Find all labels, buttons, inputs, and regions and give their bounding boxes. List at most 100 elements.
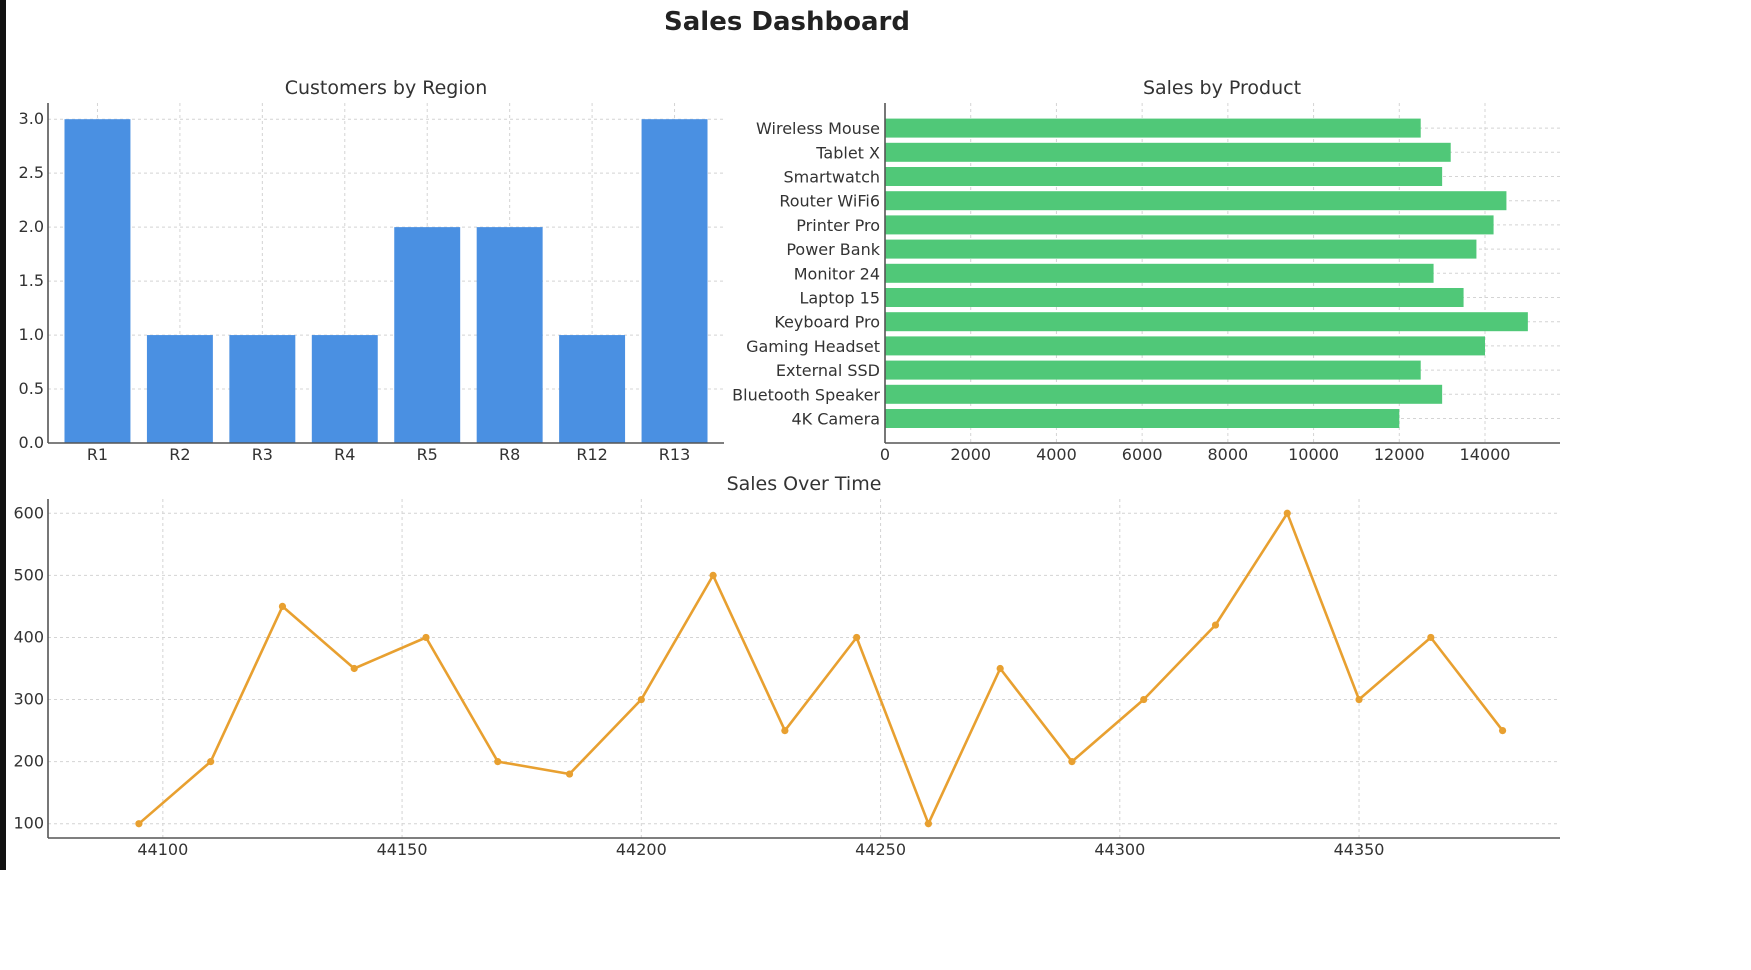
- customers-bar-r2: [146, 335, 213, 443]
- customers-x-tick-label: R8: [499, 445, 520, 464]
- timeline-y-tick-label: 300: [13, 690, 44, 709]
- products-x-tick-label: 10000: [1288, 445, 1339, 464]
- products-bar-gaming-headset: [885, 336, 1485, 356]
- customers-y-tick-label: 2.5: [19, 163, 44, 182]
- timeline-point: [1355, 695, 1363, 704]
- products-bar-keyboard-pro: [885, 312, 1528, 332]
- customers-y-tick-label: 2.0: [19, 217, 44, 236]
- customers-x-tick-label: R1: [87, 445, 108, 464]
- timeline-y-tick-label: 400: [13, 627, 44, 646]
- products-x-tick-label: 4000: [1036, 445, 1077, 464]
- customers-chart-title: Customers by Region: [285, 77, 488, 99]
- timeline-x-tick-label: 44250: [855, 840, 906, 859]
- products-bar-external-ssd: [885, 360, 1421, 380]
- customers-x-tick-label: R4: [334, 445, 355, 464]
- timeline-point: [996, 664, 1004, 673]
- timeline-y-tick-label: 500: [13, 565, 44, 584]
- timeline-chart-title: Sales Over Time: [727, 473, 882, 495]
- products-x-tick-label: 8000: [1207, 445, 1248, 464]
- timeline-point: [350, 664, 358, 673]
- timeline-point: [565, 770, 574, 778]
- products-x-tick-label: 0: [880, 445, 890, 464]
- products-bar-bluetooth-speaker: [885, 384, 1443, 404]
- products-bar-printer-pro: [885, 215, 1494, 235]
- products-bar-router-wifi6: [885, 191, 1507, 211]
- customers-bar-r5: [394, 227, 461, 443]
- timeline-point: [422, 633, 430, 642]
- timeline-y-tick-label: 100: [13, 814, 44, 833]
- products-bar-laptop-15: [885, 288, 1464, 307]
- customers-x-tick-label: R3: [252, 445, 273, 464]
- products-bar-tablet-x: [885, 142, 1451, 162]
- products-bar-smartwatch: [885, 167, 1443, 186]
- customers-bar-r4: [311, 335, 378, 443]
- bottom-band: [0, 870, 1751, 970]
- timeline-series-line: [138, 511, 1504, 826]
- timeline-point: [1140, 695, 1148, 704]
- timeline-point: [1427, 633, 1435, 642]
- customers-bar-r1: [64, 119, 131, 443]
- timeline-point: [709, 571, 717, 579]
- products-bar-monitor-24: [885, 263, 1434, 283]
- timeline-point: [1498, 726, 1507, 735]
- products-y-tick-label: Smartwatch: [784, 168, 881, 187]
- products-x-tick-label: 6000: [1122, 445, 1163, 464]
- sales-by-product-chart: Sales by Product 0 2000 4000 6000 8000 10000 1…: [732, 77, 1560, 464]
- timeline-point: [1283, 509, 1291, 517]
- products-y-tick-label: Laptop 15: [799, 289, 880, 308]
- timeline-point: [135, 820, 143, 828]
- products-y-tick-label: Keyboard Pro: [774, 313, 880, 332]
- timeline-point: [207, 758, 215, 766]
- customers-x-tick-label: R2: [169, 445, 190, 464]
- timeline-point: [637, 695, 645, 704]
- products-y-tick-label: Tablet X: [815, 143, 880, 162]
- products-bar-wireless-mouse: [885, 118, 1421, 138]
- customers-y-tick-label: 0.5: [19, 379, 44, 398]
- timeline-x-tick-label: 44150: [377, 840, 428, 859]
- timeline-x-tick-label: 44300: [1094, 840, 1145, 859]
- products-y-tick-label: Bluetooth Speaker: [732, 385, 880, 404]
- products-y-tick-label: Printer Pro: [796, 216, 880, 235]
- timeline-y-tick-label: 200: [13, 752, 44, 771]
- customers-bar-r3: [229, 335, 296, 443]
- customers-bar-r13: [641, 119, 708, 443]
- products-bar-power-bank: [885, 239, 1477, 259]
- customers-y-tick-label: 3.0: [19, 109, 44, 128]
- timeline-point: [1211, 621, 1220, 629]
- customers-x-tick-label: R12: [576, 445, 607, 464]
- timeline-point: [853, 633, 861, 642]
- products-x-tick-label: 14000: [1460, 445, 1511, 464]
- customers-y-tick-label: 1.0: [19, 325, 44, 344]
- timeline-point: [1068, 758, 1076, 766]
- customers-y-tick-label: 0.0: [19, 433, 44, 452]
- products-y-tick-label: Wireless Mouse: [756, 119, 880, 138]
- timeline-point: [924, 820, 933, 828]
- dashboard-title: Sales Dashboard: [664, 7, 910, 37]
- products-y-tick-label: Power Bank: [786, 240, 880, 259]
- products-y-tick-label: External SSD: [776, 361, 880, 380]
- products-y-tick-label: Router WiFi6: [779, 192, 880, 211]
- timeline-point: [494, 758, 502, 766]
- products-y-tick-label: Monitor 24: [794, 264, 880, 283]
- timeline-point: [781, 726, 789, 735]
- products-bar-4k-camera: [885, 409, 1400, 428]
- products-chart-title: Sales by Product: [1143, 77, 1301, 99]
- products-x-tick-label: 12000: [1374, 445, 1425, 464]
- customers-by-region-chart: Customers by Region 0.0 0.5 1.0 1.5 2.0 2.5 3.…: [19, 77, 724, 464]
- products-y-tick-label: Gaming Headset: [746, 337, 880, 356]
- timeline-x-tick-label: 44200: [616, 840, 667, 859]
- customers-x-tick-label: R5: [417, 445, 438, 464]
- timeline-x-tick-label: 44100: [137, 840, 188, 859]
- customers-bar-r12: [559, 335, 626, 443]
- timeline-x-tick-label: 44350: [1334, 840, 1385, 859]
- sales-over-time-chart: Sales Over Time 100 200 300 400 500 600 44100 4…: [13, 473, 1560, 859]
- products-y-tick-label: 4K Camera: [791, 410, 880, 429]
- customers-x-tick-label: R13: [659, 445, 690, 464]
- customers-bar-r8: [476, 227, 543, 443]
- customers-y-tick-label: 1.5: [19, 271, 44, 290]
- products-x-tick-label: 2000: [950, 445, 991, 464]
- timeline-y-tick-label: 600: [13, 503, 44, 522]
- left-edge-bar: [0, 0, 6, 970]
- timeline-point: [278, 602, 287, 611]
